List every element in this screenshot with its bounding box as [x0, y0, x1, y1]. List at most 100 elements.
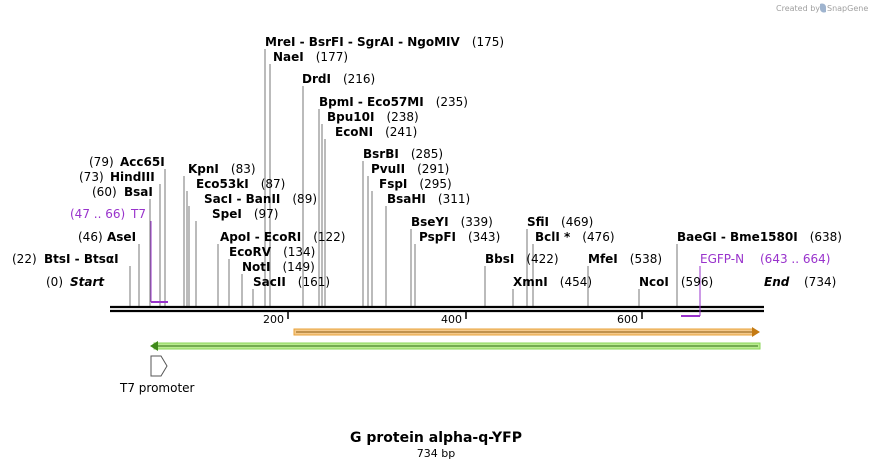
site-name-acc65i: Acc65I: [120, 155, 165, 169]
site-pspfi[interactable]: PspFI (343): [419, 230, 500, 244]
site-pos-mrei: (175): [472, 35, 504, 49]
orange-arrow-head: [752, 327, 760, 337]
site-name-bsai: BsaI: [124, 185, 153, 199]
site-name-econi: EcoNI: [335, 125, 373, 139]
site-name-kpni: KpnI: [188, 162, 219, 176]
site-econi[interactable]: EcoNI (241): [335, 125, 417, 139]
site-pos-mfei: (538): [630, 252, 662, 266]
site-naei[interactable]: NaeI (177): [273, 50, 348, 64]
site-name-bpmi: BpmI - Eco57MI: [319, 95, 424, 109]
site-pos-spei: (97): [254, 207, 279, 221]
site-bsai[interactable]: BsaI (60): [92, 185, 153, 199]
map-title: G protein alpha-q-YFP 734 bp: [350, 430, 522, 460]
credit-prefix: Created by: [776, 4, 820, 13]
t7-range: (47 .. 66): [70, 207, 125, 221]
end-position: (734): [804, 275, 836, 289]
site-pos-pvuii: (291): [417, 162, 449, 176]
site-bpu10i[interactable]: Bpu10I (238): [327, 110, 419, 124]
site-pos-bbsi: (422): [526, 252, 558, 266]
end-name: End: [764, 275, 790, 289]
promoter-label: T7 promoter: [119, 381, 195, 395]
tick-label-600: 600: [617, 313, 638, 326]
site-bseyi[interactable]: BseYI (339): [411, 215, 493, 229]
site-pos-noti: (149): [283, 260, 315, 274]
site-name-hindiii: HindIII: [110, 170, 155, 184]
site-apoi[interactable]: ApoI - EcoRI (122): [220, 230, 345, 244]
feature-t7[interactable]: (47 .. 66) T7: [70, 207, 146, 221]
site-pos-drdi: (216): [343, 72, 375, 86]
feature-egfp[interactable]: EGFP-N (643 .. 664): [700, 252, 830, 266]
site-name-btsi: BtsI - BtsαI: [44, 252, 119, 266]
site-hindiii[interactable]: HindIII (73): [79, 170, 155, 184]
site-saci[interactable]: SacI - BanII (89): [204, 192, 317, 206]
site-bsahi[interactable]: BsaHI (311): [387, 192, 470, 206]
site-drdi[interactable]: DrdI (216): [302, 72, 375, 86]
site-mfei[interactable]: MfeI (538): [588, 252, 662, 266]
site-mrei[interactable]: MreI - BsrFI - SgrAI - NgoMIV (175): [265, 35, 504, 49]
site-sfii[interactable]: SfiI (469): [527, 215, 593, 229]
site-name-bsahi: BsaHI: [387, 192, 426, 206]
start-name: Start: [70, 275, 105, 289]
site-pos-bpmi: (235): [436, 95, 468, 109]
site-pos-fspi: (295): [419, 177, 451, 191]
site-name-spei: SpeI: [212, 207, 242, 221]
site-name-asei: AseI: [107, 230, 136, 244]
site-name-pspfi: PspFI: [419, 230, 456, 244]
site-pos-saci: (89): [292, 192, 317, 206]
site-name-mrei: MreI - BsrFI - SgrAI - NgoMIV: [265, 35, 461, 49]
site-name-bbsi: BbsI: [485, 252, 514, 266]
tick-label-200: 200: [263, 313, 284, 326]
site-lines: [129, 49, 678, 306]
site-baegi[interactable]: BaeGI - Bme1580I (638): [677, 230, 842, 244]
site-pos-apoi: (122): [313, 230, 345, 244]
orange-feature-arrow[interactable]: [293, 327, 760, 337]
site-pvuii[interactable]: PvuII (291): [371, 162, 449, 176]
site-name-ncoi: NcoI: [639, 275, 669, 289]
site-pos-sfii: (469): [561, 215, 593, 229]
site-pos-xmni: (454): [560, 275, 592, 289]
site-sacii[interactable]: SacII (161): [253, 275, 330, 289]
site-ncoi[interactable]: NcoI (596): [639, 275, 713, 289]
egfp-name: EGFP-N: [700, 252, 744, 266]
site-kpni[interactable]: KpnI (83): [188, 162, 256, 176]
site-name-drdi: DrdI: [302, 72, 331, 86]
site-name-bpu10i: Bpu10I: [327, 110, 374, 124]
site-spei[interactable]: SpeI (97): [212, 207, 278, 221]
tick-label-400: 400: [441, 313, 462, 326]
site-pos-baegi: (638): [810, 230, 842, 244]
site-pos-naei: (177): [316, 50, 348, 64]
site-bbsi[interactable]: BbsI (422): [485, 252, 559, 266]
site-ecorv[interactable]: EcoRV (134): [229, 245, 315, 259]
site-name-fspi: FspI: [379, 177, 407, 191]
length-text: 734 bp: [417, 447, 455, 460]
t7-promoter-feature[interactable]: T7 promoter: [119, 355, 195, 395]
site-pos-acc65i: (79): [89, 155, 114, 169]
site-name-noti: NotI: [242, 260, 271, 274]
site-name-mfei: MfeI: [588, 252, 618, 266]
start-label[interactable]: (0) Start: [46, 275, 105, 289]
site-asei[interactable]: AseI (46): [78, 230, 136, 244]
site-xmni[interactable]: XmnI (454): [513, 275, 592, 289]
site-btsi[interactable]: BtsI - BtsαI (22): [12, 252, 119, 266]
site-name-pvuii: PvuII: [371, 162, 405, 176]
green-feature-arrow[interactable]: [150, 341, 761, 351]
site-name-bsrbi: BsrBI: [363, 147, 399, 161]
site-bpmi[interactable]: BpmI - Eco57MI (235): [319, 95, 468, 109]
end-label[interactable]: End (734): [764, 275, 836, 289]
site-pos-ecorv: (134): [283, 245, 315, 259]
credit-brand: SnapGene: [827, 4, 868, 13]
site-pos-ncoi: (596): [681, 275, 713, 289]
position-ticks: 200 400 600: [263, 312, 643, 326]
site-labels: MreI - BsrFI - SgrAI - NgoMIV (175) NaeI (1…: [12, 35, 842, 289]
site-pos-bseyi: (339): [461, 215, 493, 229]
site-bcli[interactable]: BclI * (476): [535, 230, 615, 244]
site-acc65i[interactable]: Acc65I (79): [89, 155, 165, 169]
site-noti[interactable]: NotI (149): [242, 260, 315, 274]
site-eco53ki[interactable]: Eco53kI (87): [196, 177, 285, 191]
promoter-arrow-icon: [150, 355, 168, 377]
site-bsrbi[interactable]: BsrBI (285): [363, 147, 443, 161]
site-pos-bsrbi: (285): [411, 147, 443, 161]
site-fspi[interactable]: FspI (295): [379, 177, 452, 191]
site-name-ecorv: EcoRV: [229, 245, 272, 259]
